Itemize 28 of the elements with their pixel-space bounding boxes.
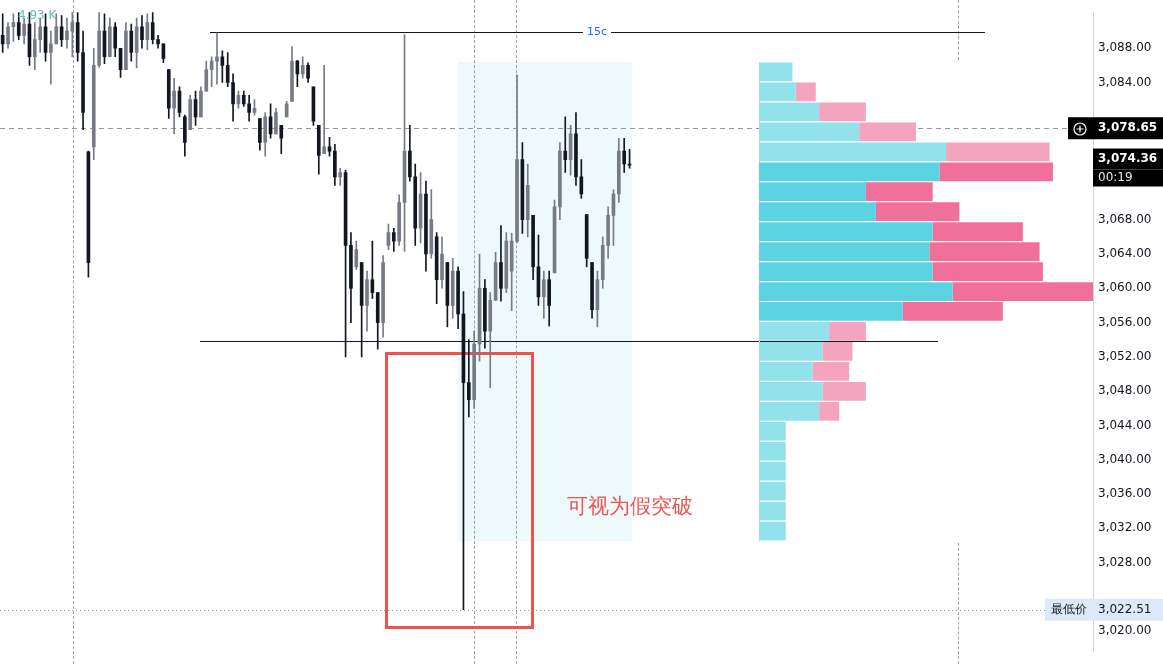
ref-line-label: 3,078.65 bbox=[1098, 120, 1158, 135]
ref-line-label: 15c bbox=[586, 24, 608, 38]
y-tick-label: 3,056.00 bbox=[1098, 314, 1152, 329]
bar bbox=[759, 62, 793, 82]
y-tick-label: 3,036.00 bbox=[1098, 486, 1152, 501]
y-tick-label: 3,084.00 bbox=[1098, 74, 1152, 89]
y-tick-label: 3,088.00 bbox=[1098, 40, 1152, 55]
y-tick-label: 3,032.00 bbox=[1098, 520, 1152, 535]
y-tick-label: 3,068.00 bbox=[1098, 211, 1152, 226]
y-tick-label: 3,028.00 bbox=[1098, 554, 1152, 569]
y-tick-label: 3,044.00 bbox=[1098, 417, 1152, 432]
bar bbox=[759, 501, 786, 521]
y-tick-label: 3,064.00 bbox=[1098, 246, 1152, 261]
bar bbox=[759, 82, 796, 102]
y-tick-label: 3,052.00 bbox=[1098, 348, 1152, 363]
bar bbox=[759, 521, 786, 541]
bar bbox=[795, 82, 816, 102]
bar bbox=[946, 142, 1050, 162]
y-tick-label: 3,060.00 bbox=[1098, 280, 1152, 295]
annotation: 最低价 bbox=[1051, 601, 1087, 616]
y-tick-label: 3,048.00 bbox=[1098, 383, 1152, 398]
annotation: 可视为假突破 bbox=[567, 494, 693, 519]
y-tick-label: 3,020.00 bbox=[1098, 623, 1152, 638]
ref-line-label: 3,022.51 bbox=[1098, 601, 1152, 616]
y-tick-label: 3,040.00 bbox=[1098, 451, 1152, 466]
text: 00:19 bbox=[1098, 170, 1133, 185]
bar bbox=[939, 162, 1053, 182]
text: 3,074.36 bbox=[1098, 151, 1158, 166]
